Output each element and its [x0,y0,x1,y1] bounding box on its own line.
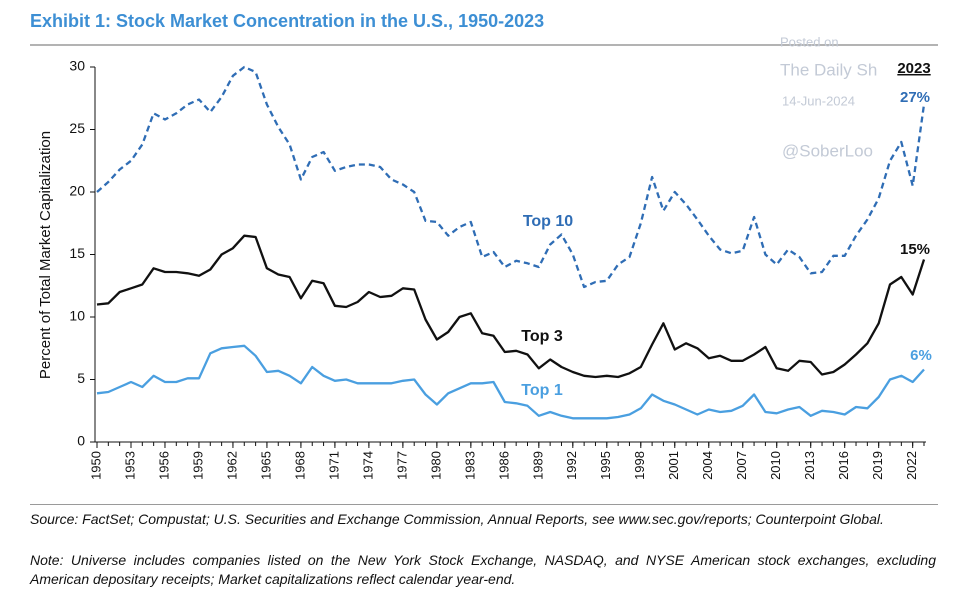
x-tick-label: 1956 [156,451,171,480]
x-tick-label: 1992 [564,451,579,480]
y-tick-label: 10 [69,308,85,324]
y-tick-label: 15 [69,245,85,261]
series-line [96,65,926,289]
source-note: Source: FactSet; Compustat; U.S. Securit… [30,511,884,527]
series-label: Top 10 [523,213,573,230]
end-label: 27% [900,89,930,106]
x-tick-label: 1995 [598,451,613,480]
series-label: Top 3 [521,328,563,345]
y-tick-label: 30 [69,58,85,74]
x-tick-label: 1983 [462,451,477,480]
watermark: 14-Jun-2024 [782,93,855,108]
x-tick-label: 1977 [394,451,409,480]
x-tick-label: 1968 [292,451,307,480]
end-year-label: 2023 [897,60,930,77]
x-tick-label: 2016 [836,451,851,480]
footnote: Note: Universe includes companies listed… [30,552,936,587]
x-tick-label: 2010 [768,451,783,480]
x-tick-label: 1971 [326,451,341,480]
x-tick-label: 2004 [700,451,715,480]
x-tick-label: 1986 [496,451,511,480]
footer-rule [30,504,938,505]
series-line [96,344,925,420]
x-tick-label: 2022 [904,451,919,480]
x-tick-label: 1998 [632,451,647,480]
watermark: The Daily Sh [780,60,877,79]
series-label: Top 1 [521,382,563,399]
x-tick-label: 1980 [428,451,443,480]
x-tick-label: 1953 [122,451,137,480]
x-tick-label: 1962 [224,451,239,480]
x-tick-label: 2001 [666,451,681,480]
chart: Exhibit 1: Stock Market Concentration in… [30,11,938,480]
end-label: 6% [910,347,932,364]
end-label: 15% [900,241,930,258]
chart-title: Exhibit 1: Stock Market Concentration in… [30,11,544,31]
x-tick-label: 2019 [870,451,885,480]
watermark: @SoberLoo [782,141,873,160]
x-tick-label: 2007 [734,451,749,480]
x-tick-label: 1974 [360,451,375,480]
x-tick-label: 1950 [88,451,103,480]
x-tick-label: 1965 [258,451,273,480]
x-tick-label: 1989 [530,451,545,480]
y-tick-label: 0 [77,433,85,449]
y-axis-label: Percent of Total Market Capitalization [37,131,54,379]
y-tick-label: 25 [69,120,85,136]
y-tick-label: 20 [69,183,85,199]
end-year-bg [893,60,935,78]
x-tick-label: 1959 [190,451,205,480]
y-tick-label: 5 [77,370,85,386]
watermark: Posted on [780,34,839,49]
x-tick-label: 2013 [802,451,817,480]
series-line [96,234,926,379]
